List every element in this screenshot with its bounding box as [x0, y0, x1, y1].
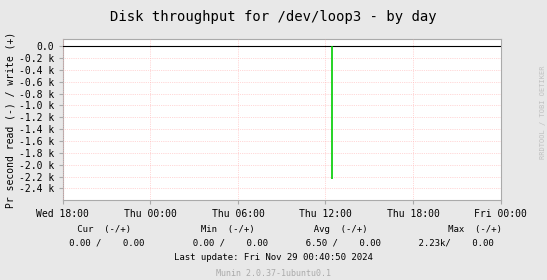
Text: 0.00 /    0.00         0.00 /    0.00       6.50 /    0.00       2.23k/    0.00: 0.00 / 0.00 0.00 / 0.00 6.50 / 0.00 2.23…	[53, 239, 494, 248]
Y-axis label: Pr second read (-) / write (+): Pr second read (-) / write (+)	[6, 32, 16, 208]
Text: Munin 2.0.37-1ubuntu0.1: Munin 2.0.37-1ubuntu0.1	[216, 269, 331, 278]
Text: Cur  (-/+)             Min  (-/+)           Avg  (-/+)               Max  (-/+): Cur (-/+) Min (-/+) Avg (-/+) Max (-/+)	[45, 225, 502, 234]
Text: RRDTOOL / TOBI OETIKER: RRDTOOL / TOBI OETIKER	[540, 65, 546, 159]
Text: Last update: Fri Nov 29 00:40:50 2024: Last update: Fri Nov 29 00:40:50 2024	[174, 253, 373, 262]
Text: Disk throughput for /dev/loop3 - by day: Disk throughput for /dev/loop3 - by day	[110, 10, 437, 24]
